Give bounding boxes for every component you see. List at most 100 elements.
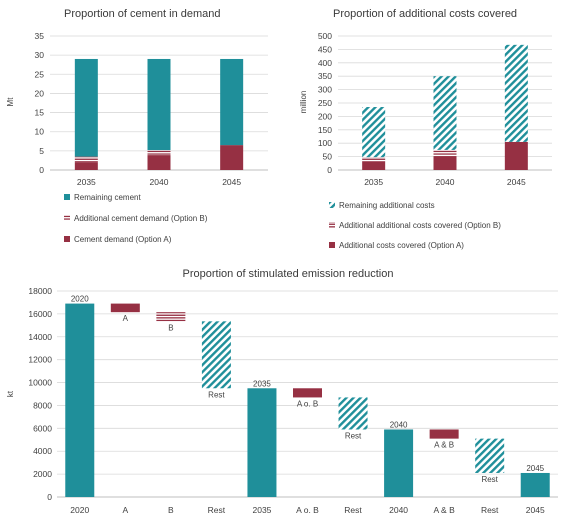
x-tick-label: 2035	[252, 505, 271, 515]
x-tick-label: 2040	[389, 505, 408, 515]
waterfall-bar	[201, 321, 231, 389]
chart2-title: Proportion of additional costs covered	[333, 8, 517, 20]
y-tick-label: 250	[318, 98, 332, 108]
legend-label: Additional costs covered (Option A)	[339, 241, 464, 250]
y-tick-label: 200	[318, 111, 332, 121]
y-tick-label: 30	[35, 50, 45, 60]
y-tick-label: 50	[323, 152, 333, 162]
waterfall-bar	[65, 303, 95, 497]
y-tick-label: 300	[318, 85, 332, 95]
bar-segment	[220, 58, 244, 146]
y-tick-label: 450	[318, 44, 332, 54]
bar-segment	[362, 157, 386, 162]
bar-segment	[220, 145, 244, 170]
legend-swatch	[64, 215, 70, 221]
data-label: 2020	[71, 295, 89, 304]
y-tick-label: 15	[35, 108, 45, 118]
bar-segment	[74, 162, 98, 170]
bar-segment	[362, 107, 386, 158]
data-label: 2040	[390, 420, 408, 429]
waterfall-bar	[520, 472, 550, 497]
legend-swatch	[329, 202, 335, 208]
waterfall-bar	[475, 438, 505, 473]
x-tick-label: 2020	[70, 505, 89, 515]
x-tick-label: 2040	[150, 177, 169, 187]
bar-segment	[433, 156, 457, 170]
bar-segment	[147, 58, 171, 151]
x-tick-label: Rest	[481, 505, 499, 515]
x-tick-label: A	[122, 505, 128, 515]
cement-demand-chart: Proportion of cement in demand Mt 0 5 10 15…	[6, 8, 268, 244]
y-tick-label: 10000	[28, 378, 52, 388]
chart2-y-axis-label: million	[299, 91, 308, 114]
y-tick-label: 18000	[28, 286, 52, 296]
additional-costs-chart: Proportion of additional costs covered m…	[299, 8, 552, 250]
y-tick-label: 5	[39, 146, 44, 156]
bar-segment	[433, 76, 457, 150]
legend-swatch	[64, 194, 70, 200]
legend-label: Additional cement demand (Option B)	[74, 214, 208, 223]
waterfall-bar	[293, 388, 322, 398]
y-tick-label: 6000	[33, 423, 52, 433]
x-tick-label: 2045	[222, 177, 241, 187]
legend-label: Additional additional costs covered (Opt…	[339, 221, 501, 230]
chart3-y-axis-label: kt	[6, 390, 15, 397]
legend-swatch	[329, 222, 335, 228]
x-tick-label: 2035	[364, 177, 383, 187]
x-tick-label: Rest	[344, 505, 362, 515]
x-tick-label: Rest	[208, 505, 226, 515]
x-tick-label: 2035	[77, 177, 96, 187]
x-tick-label: 2045	[507, 177, 526, 187]
x-tick-label: 2040	[436, 177, 455, 187]
bar-segment	[74, 156, 98, 163]
y-tick-label: 500	[318, 31, 332, 41]
data-label: Rest	[345, 431, 362, 440]
data-label: A o. B	[297, 399, 318, 408]
x-tick-label: 2045	[526, 505, 545, 515]
y-tick-label: 10	[35, 127, 45, 137]
legend-label: Remaining additional costs	[339, 201, 435, 210]
chart3-title: Proportion of stimulated emission reduct…	[183, 268, 394, 280]
y-tick-label: 2000	[33, 469, 52, 479]
data-label: A & B	[434, 441, 454, 450]
y-tick-label: 35	[35, 31, 45, 41]
legend-label: Cement demand (Option A)	[74, 235, 172, 244]
bar-segment	[362, 161, 386, 170]
bar-segment	[504, 141, 528, 170]
waterfall-bar	[247, 388, 277, 497]
y-tick-label: 350	[318, 71, 332, 81]
x-tick-label: A o. B	[296, 505, 319, 515]
data-label: 2045	[526, 464, 544, 473]
bar-segment	[147, 155, 171, 170]
y-tick-label: 16000	[28, 309, 52, 319]
y-tick-label: 20	[35, 88, 45, 98]
y-tick-label: 8000	[33, 400, 52, 410]
legend-swatch	[329, 242, 335, 248]
waterfall-bar	[156, 312, 186, 322]
chart1-title: Proportion of cement in demand	[64, 8, 221, 20]
x-tick-label: B	[168, 505, 174, 515]
data-label: A	[123, 314, 129, 323]
y-tick-label: 4000	[33, 446, 52, 456]
data-label: Rest	[481, 475, 498, 484]
data-label: B	[168, 323, 173, 332]
emission-reduction-chart: Proportion of stimulated emission reduct…	[6, 268, 558, 515]
data-label: 2035	[253, 379, 271, 388]
bar-segment	[433, 149, 457, 157]
waterfall-bar	[384, 429, 414, 497]
y-tick-label: 0	[39, 165, 44, 175]
data-label: Rest	[208, 390, 225, 399]
waterfall-bar	[338, 397, 368, 430]
y-tick-label: 12000	[28, 355, 52, 365]
legend-label: Remaining cement	[74, 193, 141, 202]
y-tick-label: 100	[318, 138, 332, 148]
x-tick-label: A & B	[434, 505, 456, 515]
y-tick-label: 25	[35, 69, 45, 79]
bar-segment	[504, 44, 528, 142]
waterfall-bar	[110, 303, 140, 313]
y-tick-label: 14000	[28, 332, 52, 342]
y-tick-label: 0	[327, 165, 332, 175]
y-tick-label: 150	[318, 125, 332, 135]
y-tick-label: 400	[318, 58, 332, 68]
